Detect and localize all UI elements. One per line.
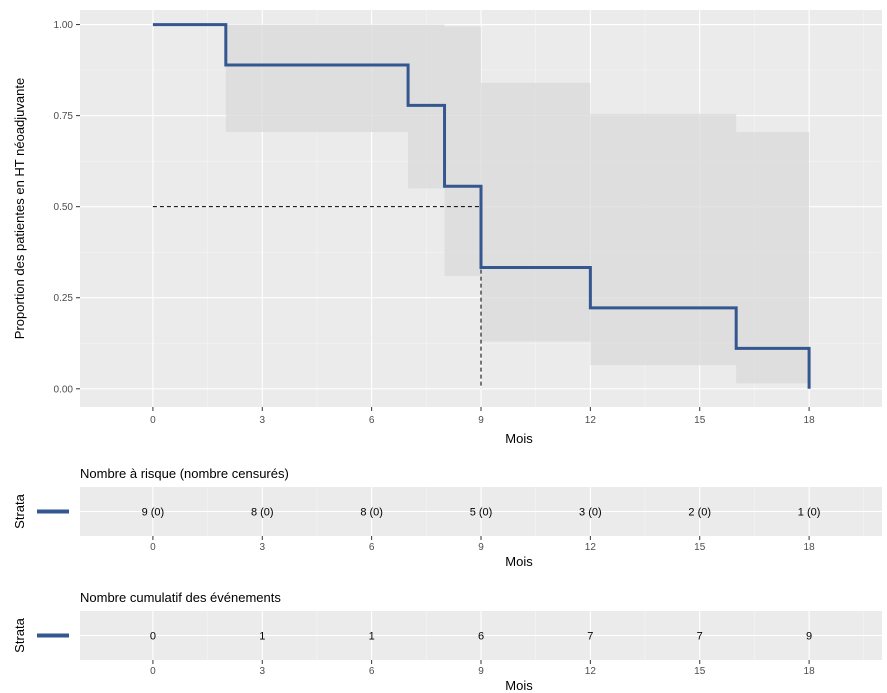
table-x-tick-label: 0 <box>150 666 156 677</box>
table-cell: 1 <box>369 631 375 643</box>
table-x-tick-label: 3 <box>259 542 265 553</box>
y-axis-title: Proportion des patientes en HT néoadjuva… <box>12 78 27 339</box>
events-table-x-axis-title: Mois <box>505 678 533 693</box>
confidence-band-segment <box>590 113 737 366</box>
y-tick-label: 0.75 <box>54 111 74 122</box>
table-x-tick-label: 18 <box>804 542 816 553</box>
x-tick-label: 0 <box>150 415 156 426</box>
risk-table-title: Nombre à risque (nombre censurés) <box>80 466 289 481</box>
table-cell: 8 (0) <box>251 507 274 519</box>
table-x-tick-label: 6 <box>369 666 375 677</box>
y-tick-label: 0.25 <box>54 293 74 304</box>
table-cell: 6 <box>478 631 484 643</box>
y-tick-label: 0.50 <box>54 202 74 213</box>
table-x-tick-label: 6 <box>369 542 375 553</box>
y-tick-label: 1.00 <box>54 20 74 31</box>
x-tick-label: 6 <box>369 415 375 426</box>
confidence-band-segment <box>736 132 810 384</box>
table-cell: 8 (0) <box>360 507 383 519</box>
x-tick-label: 18 <box>804 415 816 426</box>
risk-table-x-ticks: 0 3 6 9 12 15 18 <box>150 536 815 553</box>
confidence-band-segment <box>481 82 591 342</box>
table-cell: 2 (0) <box>688 507 711 519</box>
risk-table: Nombre à risque (nombre censurés) 9 (0) 8… <box>12 466 882 569</box>
table-cell: 1 <box>259 631 265 643</box>
table-cell: 9 <box>806 631 812 643</box>
risk-table-strata-label: Strata <box>12 493 27 528</box>
table-cell: 0 <box>150 631 156 643</box>
table-x-tick-label: 15 <box>694 542 706 553</box>
table-x-tick-label: 18 <box>804 666 816 677</box>
table-cell: 7 <box>697 631 703 643</box>
x-tick-label: 15 <box>694 415 706 426</box>
survival-curve <box>152 23 811 389</box>
risk-table-grid <box>80 487 882 536</box>
table-x-tick-label: 9 <box>478 542 484 553</box>
events-table-strata-label: Strata <box>12 617 27 652</box>
x-tick-label: 9 <box>478 415 484 426</box>
table-x-tick-label: 9 <box>478 666 484 677</box>
table-cell: 7 <box>587 631 593 643</box>
table-cell: 3 (0) <box>579 507 602 519</box>
table-cell: 9 (0) <box>142 507 165 519</box>
events-table-title: Nombre cumulatif des événements <box>80 590 281 605</box>
confidence-band-segment <box>225 24 409 133</box>
y-tick-label: 0.00 <box>54 384 74 395</box>
x-axis-title: Mois <box>505 431 533 446</box>
table-cell: 5 (0) <box>470 507 493 519</box>
x-tick-label: 3 <box>259 415 265 426</box>
y-axis-ticks: 0.00 0.25 0.50 0.75 1.00 <box>54 20 80 395</box>
events-table-grid <box>80 611 882 660</box>
x-axis-ticks: 0 3 6 9 12 15 18 <box>150 407 815 426</box>
events-table-x-ticks: 0 3 6 9 12 15 18 <box>150 660 815 677</box>
risk-table-cells: 9 (0) 8 (0) 8 (0) 5 (0) 3 (0) 2 (0) 1 (0) <box>142 507 821 519</box>
table-x-tick-label: 0 <box>150 542 156 553</box>
table-x-tick-label: 12 <box>585 542 597 553</box>
events-table-cells: 0 1 1 6 7 7 9 <box>150 631 812 643</box>
table-x-tick-label: 15 <box>694 666 706 677</box>
x-tick-label: 12 <box>585 415 597 426</box>
table-cell: 1 (0) <box>798 507 821 519</box>
confidence-band-segment <box>444 26 481 276</box>
survival-plot: 0.00 0.25 0.50 0.75 1.00 0 3 6 9 12 15 18 Proporti… <box>12 10 882 446</box>
table-x-tick-label: 12 <box>585 666 597 677</box>
risk-table-x-axis-title: Mois <box>505 554 533 569</box>
table-x-tick-label: 3 <box>259 666 265 677</box>
